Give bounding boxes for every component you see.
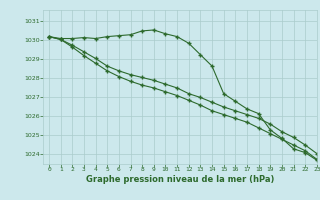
- X-axis label: Graphe pression niveau de la mer (hPa): Graphe pression niveau de la mer (hPa): [86, 175, 274, 184]
